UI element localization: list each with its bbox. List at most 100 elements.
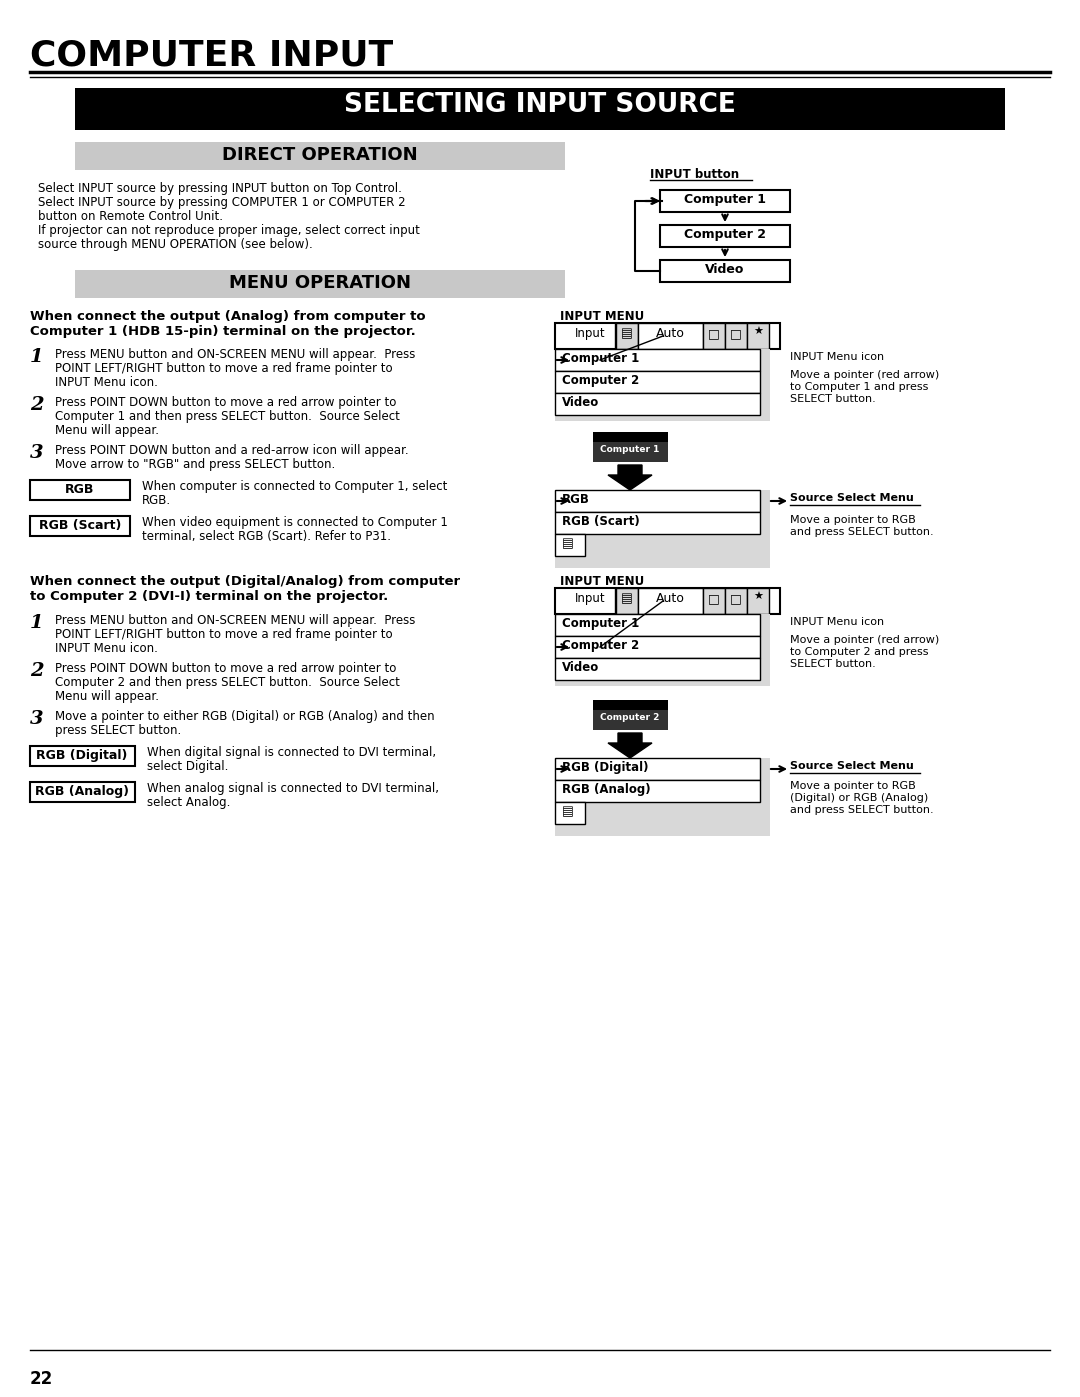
Bar	[555, 323, 780, 349]
Text: Computer 1 and then press SELECT button.  Source Select: Computer 1 and then press SELECT button.…	[55, 409, 400, 423]
Text: Move arrow to "RGB" and press SELECT button.: Move arrow to "RGB" and press SELECT but…	[55, 458, 335, 471]
Text: Move a pointer (red arrow): Move a pointer (red arrow)	[789, 636, 940, 645]
Bar	[703, 323, 725, 349]
Text: 3: 3	[30, 710, 43, 728]
Text: RGB.: RGB.	[141, 495, 171, 507]
Text: Input: Input	[575, 327, 605, 339]
Bar	[555, 759, 760, 780]
Text: POINT LEFT/RIGHT button to move a red frame pointer to: POINT LEFT/RIGHT button to move a red fr…	[55, 362, 393, 374]
Text: Computer 2 and then press SELECT button.  Source Select: Computer 2 and then press SELECT button.…	[55, 676, 400, 689]
Text: Computer 1: Computer 1	[562, 352, 639, 365]
Bar	[555, 615, 760, 636]
Text: DIRECT OPERATION: DIRECT OPERATION	[222, 147, 418, 163]
Text: Video: Video	[705, 263, 745, 277]
Bar	[555, 780, 760, 802]
Text: 2: 2	[30, 395, 43, 414]
Text: source through MENU OPERATION (see below).: source through MENU OPERATION (see below…	[38, 237, 313, 251]
Text: COMPUTER INPUT: COMPUTER INPUT	[30, 38, 393, 73]
Bar	[555, 534, 585, 556]
Bar	[30, 746, 135, 766]
Text: □: □	[730, 592, 742, 605]
Text: Press MENU button and ON-SCREEN MENU will appear.  Press: Press MENU button and ON-SCREEN MENU wil…	[55, 348, 416, 360]
Text: Computer 2: Computer 2	[684, 228, 766, 242]
Bar	[593, 710, 669, 731]
Text: POINT LEFT/RIGHT button to move a red frame pointer to: POINT LEFT/RIGHT button to move a red fr…	[55, 629, 393, 641]
Text: INPUT Menu icon: INPUT Menu icon	[789, 352, 885, 362]
Text: 1: 1	[30, 348, 43, 366]
Text: ★: ★	[753, 327, 762, 337]
Bar	[616, 588, 638, 615]
Text: Video: Video	[562, 661, 599, 673]
Bar	[638, 588, 703, 615]
Text: ▤: ▤	[621, 592, 633, 605]
Text: Input: Input	[575, 592, 605, 605]
Text: RGB (Digital): RGB (Digital)	[37, 749, 127, 761]
Text: When video equipment is connected to Computer 1: When video equipment is connected to Com…	[141, 515, 448, 529]
Text: Select INPUT source by pressing COMPUTER 1 or COMPUTER 2: Select INPUT source by pressing COMPUTER…	[38, 196, 406, 210]
Text: Auto: Auto	[656, 327, 685, 339]
Text: INPUT MENU: INPUT MENU	[561, 310, 645, 323]
Text: to Computer 2 and press: to Computer 2 and press	[789, 647, 929, 657]
Text: Move a pointer to RGB: Move a pointer to RGB	[789, 781, 916, 791]
Bar	[555, 802, 585, 824]
Text: button on Remote Control Unit.: button on Remote Control Unit.	[38, 210, 222, 224]
Text: INPUT Menu icon.: INPUT Menu icon.	[55, 643, 158, 655]
Bar	[30, 515, 130, 536]
Text: terminal, select RGB (Scart). Refer to P31.: terminal, select RGB (Scart). Refer to P…	[141, 529, 391, 543]
Bar	[75, 270, 565, 298]
Text: If projector can not reproduce proper image, select correct input: If projector can not reproduce proper im…	[38, 224, 420, 237]
Text: RGB: RGB	[65, 483, 95, 496]
Text: and press SELECT button.: and press SELECT button.	[789, 805, 933, 814]
Text: and press SELECT button.: and press SELECT button.	[789, 527, 933, 536]
Text: SELECT button.: SELECT button.	[789, 394, 876, 404]
Text: Computer 1: Computer 1	[600, 446, 660, 454]
Text: INPUT Menu icon.: INPUT Menu icon.	[55, 376, 158, 388]
Text: Press POINT DOWN button to move a red arrow pointer to: Press POINT DOWN button to move a red ar…	[55, 395, 396, 409]
Text: RGB (Scart): RGB (Scart)	[39, 520, 121, 532]
Bar	[30, 481, 130, 500]
Bar	[75, 142, 565, 170]
Text: RGB (Digital): RGB (Digital)	[562, 761, 648, 774]
Text: ★: ★	[753, 592, 762, 602]
Text: ▤: ▤	[562, 536, 573, 550]
Text: Video: Video	[562, 395, 599, 409]
Bar	[593, 700, 669, 710]
Text: □: □	[708, 592, 720, 605]
Bar	[593, 441, 669, 462]
Bar	[555, 393, 760, 415]
Text: □: □	[730, 327, 742, 339]
Bar	[555, 490, 760, 511]
Text: Select INPUT source by pressing INPUT button on Top Control.: Select INPUT source by pressing INPUT bu…	[38, 182, 402, 196]
Bar	[75, 88, 1005, 130]
Text: select Analog.: select Analog.	[147, 796, 230, 809]
Text: RGB (Analog): RGB (Analog)	[562, 782, 650, 796]
Bar	[725, 588, 747, 615]
Text: INPUT MENU: INPUT MENU	[561, 576, 645, 588]
Text: When computer is connected to Computer 1, select: When computer is connected to Computer 1…	[141, 481, 447, 493]
Text: 2: 2	[30, 662, 43, 680]
Text: Press POINT DOWN button and a red-arrow icon will appear.: Press POINT DOWN button and a red-arrow …	[55, 444, 408, 457]
Bar	[660, 260, 789, 282]
Bar	[555, 511, 760, 534]
Bar	[638, 323, 703, 349]
Text: Press MENU button and ON-SCREEN MENU will appear.  Press: Press MENU button and ON-SCREEN MENU wil…	[55, 615, 416, 627]
Text: When connect the output (Analog) from computer to: When connect the output (Analog) from co…	[30, 310, 426, 323]
Text: to Computer 1 and press: to Computer 1 and press	[789, 381, 929, 393]
Bar	[703, 588, 725, 615]
Bar	[747, 323, 769, 349]
Text: INPUT button: INPUT button	[650, 168, 739, 182]
Text: Move a pointer to RGB: Move a pointer to RGB	[789, 515, 916, 525]
Text: 22: 22	[30, 1370, 53, 1389]
Text: □: □	[708, 327, 720, 339]
Text: Source Select Menu: Source Select Menu	[789, 761, 914, 771]
Bar	[593, 432, 669, 441]
Bar	[725, 323, 747, 349]
Bar	[747, 588, 769, 615]
Text: Move a pointer to either RGB (Digital) or RGB (Analog) and then: Move a pointer to either RGB (Digital) o…	[55, 710, 434, 724]
Bar	[555, 658, 760, 680]
Text: select Digital.: select Digital.	[147, 760, 228, 773]
Text: Computer 1 (HDB 15-pin) terminal on the projector.: Computer 1 (HDB 15-pin) terminal on the …	[30, 326, 416, 338]
Text: 1: 1	[30, 615, 43, 631]
Bar	[555, 759, 770, 835]
Bar	[555, 490, 770, 569]
